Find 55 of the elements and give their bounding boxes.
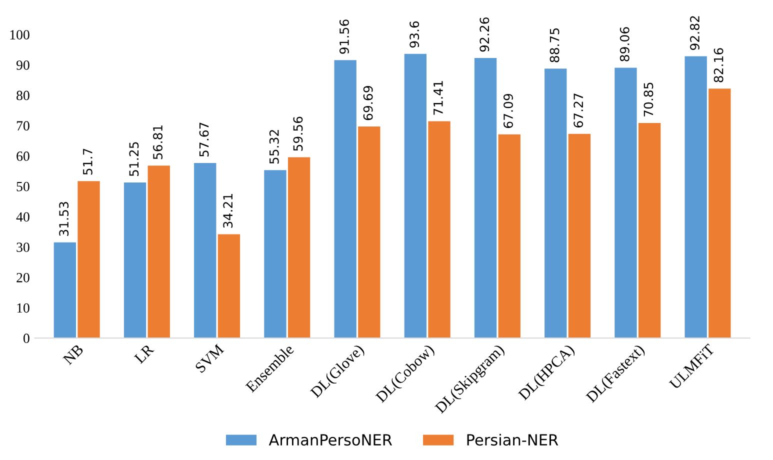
y-tick-label: 50: [16, 182, 30, 192]
data-label: 56.81: [153, 125, 162, 160]
legend-label: Persian-NER: [467, 434, 558, 446]
bar: [334, 60, 356, 338]
data-label: 93.6: [410, 21, 420, 48]
data-label: 67.09: [504, 94, 513, 128]
bar: [404, 54, 427, 338]
bar: [124, 182, 146, 338]
data-label: 59.56: [293, 116, 303, 151]
bar: [474, 58, 497, 338]
bar: [614, 68, 637, 338]
data-label: 69.69: [363, 86, 373, 120]
y-tick-label: 70: [16, 121, 30, 131]
data-label: 71.41: [434, 81, 443, 115]
bar: [498, 134, 520, 338]
bar: [428, 121, 450, 338]
bar: [358, 126, 380, 338]
bar: [288, 157, 310, 338]
bar: [708, 88, 731, 338]
data-label: 67.27: [574, 94, 584, 128]
x-tick-label: NB: [62, 344, 84, 366]
data-label: 55.32: [269, 130, 279, 164]
data-label: 57.67: [199, 122, 209, 156]
x-tick-label: LR: [134, 343, 154, 364]
bar: [638, 123, 661, 338]
data-label: 82.16: [714, 48, 724, 82]
data-label: 91.56: [340, 20, 349, 54]
y-tick-label: 80: [16, 90, 30, 100]
data-label: 89.06: [620, 27, 630, 62]
legend-label: ArmanPersoNER: [268, 434, 392, 446]
data-label: 88.75: [550, 28, 560, 62]
bar: [218, 234, 240, 338]
data-label: 51.7: [83, 148, 92, 175]
bar: [78, 181, 100, 338]
bar: [54, 242, 76, 338]
bar: [194, 163, 216, 338]
y-tick-label: 40: [16, 212, 30, 222]
data-label: 70.85: [644, 82, 654, 116]
y-tick-label: 90: [16, 60, 30, 70]
y-tick-label: 20: [16, 272, 30, 282]
y-tick-label: 30: [16, 242, 30, 252]
data-label: 31.53: [59, 202, 69, 236]
bar: [544, 68, 567, 338]
bar: [148, 166, 170, 338]
y-tick-label: 100: [10, 30, 30, 40]
data-label: 92.26: [480, 17, 490, 52]
y-tick-label: 0: [24, 334, 30, 344]
bar: [264, 170, 286, 338]
bar: [568, 134, 591, 338]
bar: [684, 56, 707, 338]
y-tick-label: 60: [16, 152, 30, 161]
data-label: 51.25: [129, 142, 139, 176]
data-label: 92.82: [690, 16, 700, 50]
data-label: 34.21: [223, 194, 233, 228]
y-tick-label: 10: [17, 303, 30, 313]
